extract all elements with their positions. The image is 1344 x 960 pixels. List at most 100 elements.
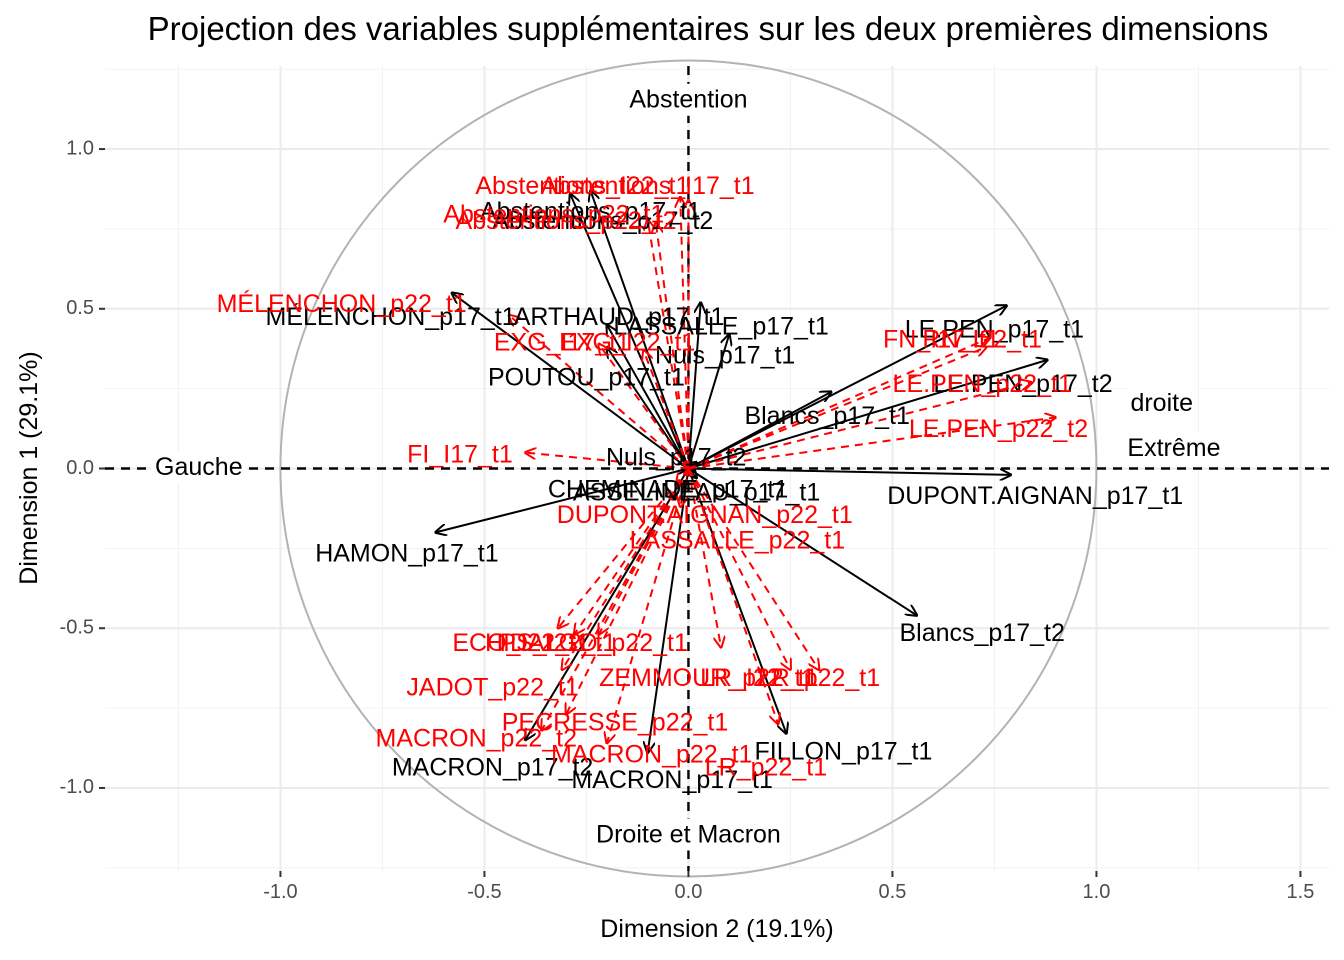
label-Abstentions_p22_t2: Abstentions_p22_t2 xyxy=(456,207,677,235)
label-Abstentions_p22_t1: Abstentions_p22_t1 xyxy=(443,201,664,229)
label-PS_I22_t1: PS_I22_t1 xyxy=(499,629,616,657)
label-LE.PEN_p22_t1: LE.PEN_p22_t1 xyxy=(893,370,1072,398)
arrow-PS_I22_t1 xyxy=(558,467,690,629)
annotation-background xyxy=(1126,387,1197,420)
label-Abstentions_p17_t1: Abstentions_p17_t1 xyxy=(480,198,701,226)
label-Abstentions_p17_t2: Abstentions_p17_t2 xyxy=(492,207,713,235)
label-ZEMMOUR_p22_t1: ZEMMOUR_p22_t1 xyxy=(599,664,819,692)
arrow-DUPONT.AIGNAN_p22_t1 xyxy=(676,467,690,485)
label-MACRON_p17_t2: MACRON_p17_t2 xyxy=(392,753,593,781)
label-LE.PEN_p17_t2: LE.PEN_p17_t2 xyxy=(933,370,1112,398)
label-POUTOU_p17_t1: POUTOU_p17_t1 xyxy=(488,364,685,392)
arrow-MÉLENCHON_p17_t1 xyxy=(452,293,690,470)
label-MACRON_p22_t2: MACRON_p22_t2 xyxy=(376,725,577,753)
label-Nuls_p17_t1: Nuls_p17_t1 xyxy=(655,341,795,369)
y-tick-label: 0.5 xyxy=(66,297,94,319)
arrow-EXG_I22_t1 xyxy=(644,350,690,469)
arrow-Abstentions_I17_t1 xyxy=(680,197,690,469)
arrow-ZEMMOUR_p22_t1 xyxy=(687,468,721,648)
arrow-LE.PEN_p22_t2 xyxy=(688,417,1055,470)
label-MÉLENCHON_p22_t1: MÉLENCHON_p22_t1 xyxy=(217,289,467,318)
arrow-Abstentions_p22_t1 xyxy=(648,219,690,469)
label-MACRON_p22_t1: MACRON_p22_t1 xyxy=(551,741,752,769)
label-FN_I17_t1: FN_I17_t1 xyxy=(883,325,1000,353)
arrow-DUPONT.AIGNAN_p17_t1 xyxy=(688,467,1010,475)
arrow-LASSALLE_p17_t1 xyxy=(687,302,700,469)
x-tick-label: 0.5 xyxy=(879,881,907,903)
label-Blancs_p17_t1: Blancs_p17_t1 xyxy=(744,402,909,430)
chart-title: Projection des variables supplémentaires… xyxy=(148,10,1269,47)
x-axis-title: Dimension 2 (19.1%) xyxy=(600,915,833,943)
arrow-POUTOU_p17_t1 xyxy=(607,347,690,470)
arrow-RN_I22_t1 xyxy=(688,347,986,470)
label-DUPONT.AIGNAN_p17_t1: DUPONT.AIGNAN_p17_t1 xyxy=(887,482,1183,510)
arrow-LE.PEN_p17_t2 xyxy=(688,360,1047,470)
annotation: Droite et Macron xyxy=(596,820,781,848)
x-tick-label: 0.0 xyxy=(675,881,703,903)
arrow-LR_p22_t1 xyxy=(687,468,778,725)
arrow-Abstentions_p17_t1 xyxy=(591,191,690,469)
label-HAMON_p17_t1: HAMON_p17_t1 xyxy=(315,539,498,567)
y-tick-label: 1.0 xyxy=(66,137,94,159)
arrow-LE.PEN_p17_t1 xyxy=(687,306,1006,470)
annotation: Gauche xyxy=(155,453,243,481)
y-tick-label: -0.5 xyxy=(60,617,94,639)
annotations: Droite et Macron Gauche Extrême droite Abste… xyxy=(151,83,1225,851)
label-EXG_I22_t1: EXG_I22_t1 xyxy=(559,329,695,357)
y-tick-label: 0.0 xyxy=(66,457,94,479)
variable-arrows xyxy=(435,191,1055,753)
y-tick-label: -1.0 xyxy=(60,776,94,798)
label-Blancs_p17_t2: Blancs_p17_t2 xyxy=(899,619,1064,647)
label-FILLON_p17_t1: FILLON_p17_t1 xyxy=(755,737,933,765)
label-LR_p22_t1: LR_p22_t1 xyxy=(758,664,880,692)
arrow-ECO_I22_t1 xyxy=(574,467,690,635)
arrow-HAMON_p17_t1 xyxy=(435,467,689,533)
label-RN_I22_t1: RN_I22_t1 xyxy=(922,325,1042,353)
annotation: Extrême xyxy=(1127,434,1220,462)
arrow-LR_p22_t1 xyxy=(687,467,819,670)
label-EXG_I17_t1: EXG_I17_t1 xyxy=(494,329,630,357)
label-MACRON_p17_t1: MACRON_p17_t1 xyxy=(571,766,772,794)
arrow-MACRON_p17_t2 xyxy=(525,467,690,741)
x-tick-label: 1.5 xyxy=(1287,881,1315,903)
label-CHEMINADE_p17_t1: CHEMINADE_p17_t1 xyxy=(548,475,788,503)
label-LASSALLE_p17_t1: LASSALLE_p17_t1 xyxy=(613,313,828,341)
label-ARTHAUD_p17_t1: ARTHAUD_p17_t1 xyxy=(514,303,725,331)
y-axis-title: Dimension 1 (29.1%) xyxy=(15,351,43,584)
annotation-background xyxy=(625,83,752,116)
label-LASSALLE_p22_t1: LASSALLE_p22_t1 xyxy=(630,527,845,555)
arrow-Abstentions_p17_t2 xyxy=(570,194,690,469)
arrow-EXG_I17_t1 xyxy=(599,344,690,470)
arrow-ARTHAUD_p17_t1 xyxy=(607,325,690,469)
annotation-background xyxy=(1123,431,1225,464)
axes: -1.0 -0.5 0.0 0.5 1.0 1.5 -1.0 -0.5 0.0 0.5 1.0 xyxy=(60,137,1315,903)
arrow-HIDALGO_p22_t1 xyxy=(599,468,690,635)
label-LR_I22_t1: LR_I22_t1 xyxy=(700,664,815,692)
annotation-background xyxy=(151,451,247,484)
arrow-LE.PEN_p22_t1 xyxy=(688,382,1031,470)
label-LR_p22_t1: LR_p22_t1 xyxy=(705,753,827,781)
x-tick-label: -0.5 xyxy=(467,881,501,903)
label-ASSELINEAU_p17_t1: ASSELINEAU_p17_t1 xyxy=(573,479,820,507)
label-Abstentions_I22_t1: Abstentions_I22_t1 xyxy=(475,172,689,200)
label-FI_I17_t1: FI_I17_t1 xyxy=(407,440,513,468)
label-MÉLENCHON_p17_t1: MÉLENCHON_p17_t1 xyxy=(266,302,516,331)
x-tick-label: 1.0 xyxy=(1083,881,1111,903)
annotation: Abstention xyxy=(629,86,747,114)
annotation-background xyxy=(592,818,785,851)
label-LE.PEN_p22_t2: LE.PEN_p22_t2 xyxy=(909,415,1088,443)
arrow-MÉLENCHON_p22_t1 xyxy=(509,315,690,470)
label-Abstentions_I17_t1: Abstentions_I17_t1 xyxy=(541,172,755,200)
label-DUPONT.AIGNAN_p22_t1: DUPONT.AIGNAN_p22_t1 xyxy=(557,501,853,529)
label-Nuls_p17_t2: Nuls_p17_t2 xyxy=(606,444,746,472)
arrow-LR_I22_t1 xyxy=(687,468,790,670)
arrow-MACRON_p17_t1 xyxy=(648,468,690,753)
label-JADOT_p22_t1: JADOT_p22_t1 xyxy=(406,674,578,702)
label-LE.PEN_p17_t1: LE.PEN_p17_t1 xyxy=(905,316,1084,344)
arrow-PECRESSE_p22_t1 xyxy=(566,468,690,715)
arrow-Nuls_p17_t1 xyxy=(687,334,729,469)
arrow-MACRON_p22_t1 xyxy=(607,468,690,744)
